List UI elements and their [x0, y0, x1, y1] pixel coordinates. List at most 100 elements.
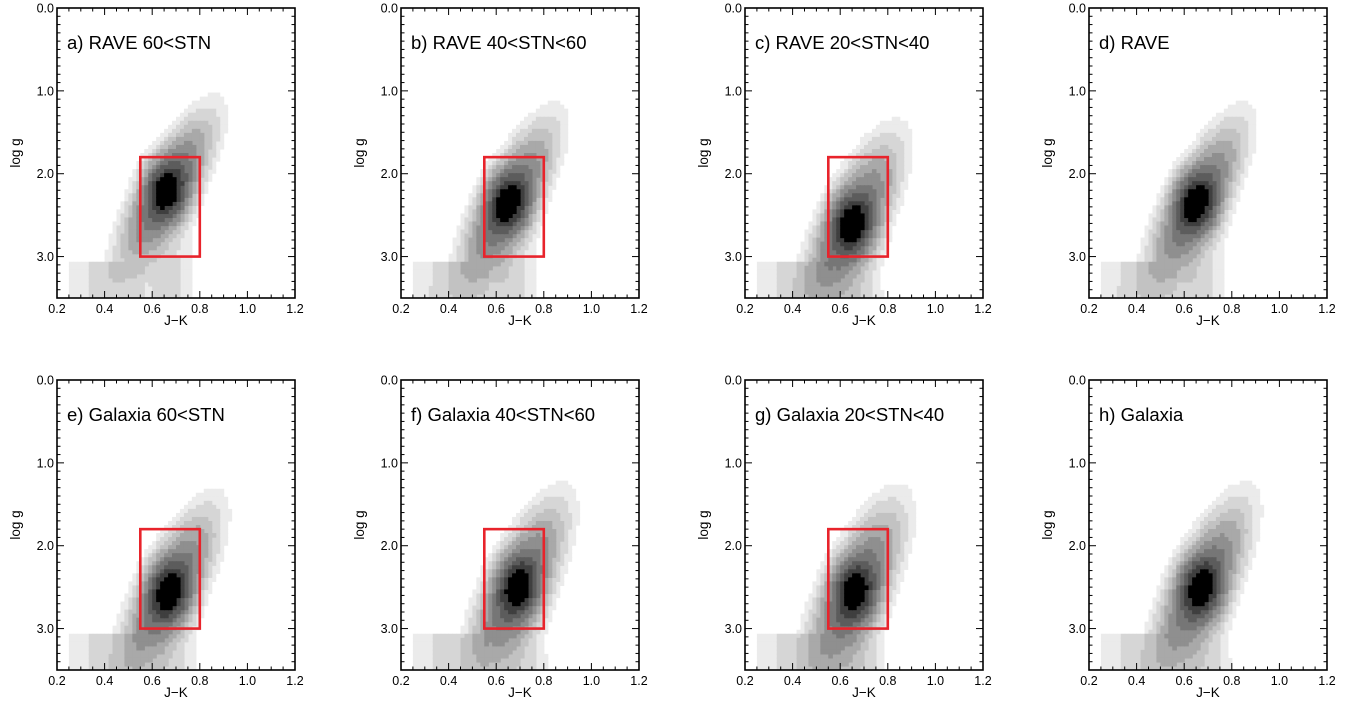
density-cell: [879, 241, 885, 247]
density-cell: [120, 601, 126, 607]
density-cell: [1223, 209, 1229, 215]
density-cell: [412, 261, 418, 267]
density-cell: [468, 213, 473, 219]
density-cell: [92, 645, 98, 651]
density-cell: [864, 225, 869, 231]
density-cell: [68, 661, 74, 667]
density-cell: [223, 120, 229, 126]
density-cell: [500, 181, 505, 186]
density-cell: [840, 225, 845, 231]
density-cell: [1180, 169, 1185, 174]
density-cell: [128, 605, 133, 611]
density-cell: [112, 629, 118, 635]
density-cell: [828, 209, 833, 215]
density-cell: [816, 217, 821, 223]
density-cell: [199, 169, 205, 174]
density-cell: [1204, 197, 1209, 202]
density-cell: [520, 128, 525, 134]
density-cell: [871, 221, 877, 227]
density-cell: [867, 161, 873, 166]
density-cell: [164, 221, 169, 227]
density-cell: [531, 237, 537, 243]
density-cell: [112, 649, 118, 655]
density-cell: [223, 128, 229, 134]
density-cell: [480, 189, 485, 194]
density-cell: [527, 273, 533, 279]
density-cell: [152, 281, 157, 287]
density-cell: [840, 161, 845, 166]
density-cell: [1223, 221, 1229, 227]
density-cell: [440, 265, 446, 271]
density-cell: [820, 217, 825, 223]
density-cell: [520, 165, 525, 170]
density-cell: [520, 209, 525, 215]
density-cell: [424, 293, 430, 298]
density-cell: [527, 237, 533, 243]
density-cell: [764, 281, 770, 287]
density-cell: [864, 281, 869, 287]
density-cell: [187, 293, 193, 298]
density-cell: [844, 169, 849, 174]
density-cell: [543, 153, 549, 158]
density-cell: [1200, 253, 1205, 259]
density-cell: [820, 261, 825, 267]
density-cell: [832, 221, 837, 227]
density-cell: [1231, 169, 1237, 174]
density-cell: [88, 273, 94, 279]
density-cell: [211, 565, 217, 570]
density-cell: [1223, 177, 1229, 182]
density-cell: [539, 120, 545, 126]
density-cell: [1128, 293, 1134, 298]
y-tick-label: 2.0: [37, 167, 54, 181]
density-cell: [152, 545, 157, 550]
density-cell: [168, 165, 173, 170]
density-cell: [1196, 217, 1201, 223]
density-cell: [464, 269, 470, 275]
density-cell: [555, 116, 561, 122]
density-cell: [448, 269, 454, 275]
density-cell: [140, 269, 145, 275]
density-cell: [1180, 233, 1185, 239]
density-cell: [820, 201, 825, 206]
density-cell: [512, 209, 517, 215]
density-cell: [500, 265, 505, 271]
density-cell: [856, 249, 861, 255]
density-cell: [168, 269, 173, 275]
density-cell: [844, 225, 849, 231]
density-cell: [1243, 128, 1249, 134]
density-cell: [96, 653, 102, 659]
density-cell: [96, 273, 102, 279]
density-cell: [1192, 185, 1197, 190]
density-cell: [160, 529, 165, 534]
density-cell: [211, 120, 217, 126]
density-cell: [132, 605, 137, 611]
density-cell: [844, 257, 849, 263]
density-cell: [203, 181, 209, 186]
density-cell: [1168, 205, 1173, 210]
density-cell: [824, 221, 829, 227]
density-cell: [191, 649, 197, 655]
density-cell: [1172, 165, 1177, 170]
density-cell: [1104, 265, 1110, 271]
density-cell: [128, 249, 133, 255]
density-cell: [1192, 193, 1197, 198]
density-cell: [148, 665, 153, 670]
density-cell: [191, 124, 197, 130]
density-cell: [72, 637, 78, 643]
density-cell: [500, 189, 505, 194]
density-cell: [80, 273, 86, 279]
density-cell: [124, 277, 129, 283]
density-cell: [820, 265, 825, 271]
density-cell: [80, 269, 86, 275]
density-cell: [844, 237, 849, 243]
density-cell: [860, 233, 865, 239]
density-cell: [864, 197, 869, 202]
density-cell: [124, 245, 129, 251]
density-cell: [1176, 269, 1181, 275]
density-cell: [124, 665, 129, 670]
density-cell: [547, 193, 553, 198]
density-cell: [132, 589, 137, 595]
density-cell: [144, 165, 149, 170]
density-cell: [187, 157, 193, 162]
density-cell: [1211, 265, 1217, 271]
